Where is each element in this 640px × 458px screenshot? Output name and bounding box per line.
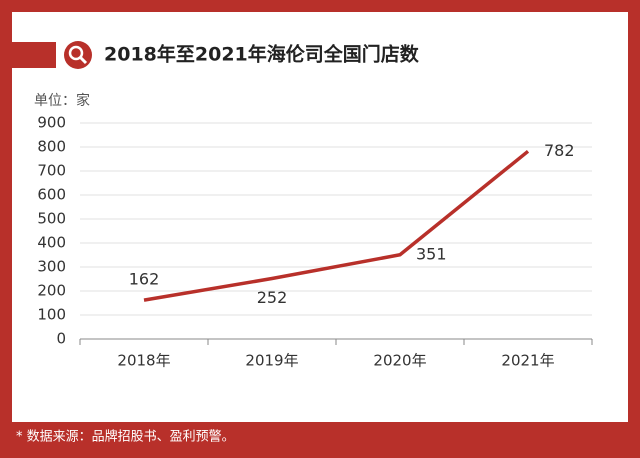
y-tick-label: 400 xyxy=(37,234,66,252)
y-tick-label: 500 xyxy=(37,210,66,228)
y-tick-label: 900 xyxy=(37,114,66,132)
icon-handle xyxy=(78,55,88,65)
chart-title: 2018年至2021年海伦司全国门店数 xyxy=(104,43,420,66)
x-tick-label: 2019年 xyxy=(245,352,298,370)
y-tick-label: 300 xyxy=(37,258,66,276)
icon xyxy=(64,41,92,69)
y-tick-label: 700 xyxy=(37,162,66,180)
y-tick-label: 0 xyxy=(56,330,66,348)
x-tick-label: 2018年 xyxy=(117,352,170,370)
y-tick-label: 800 xyxy=(37,138,66,156)
data-label: 782 xyxy=(544,141,575,160)
data-label: 252 xyxy=(257,288,288,307)
panel xyxy=(12,12,628,422)
data-label: 162 xyxy=(129,270,160,289)
data-label: 351 xyxy=(416,244,447,263)
x-tick-label: 2020年 xyxy=(373,352,426,370)
y-tick-label: 100 xyxy=(37,306,66,324)
unit-label: 单位：家 xyxy=(34,92,90,109)
line xyxy=(143,149,530,302)
title-bar xyxy=(12,42,56,68)
y-tick-label: 600 xyxy=(37,186,66,204)
footnote: * 数据来源：品牌招股书、盈利预警。 xyxy=(16,429,235,445)
y-tick-label: 200 xyxy=(37,282,66,300)
x-tick-label: 2021年 xyxy=(501,352,554,370)
icon-lens xyxy=(68,45,84,61)
